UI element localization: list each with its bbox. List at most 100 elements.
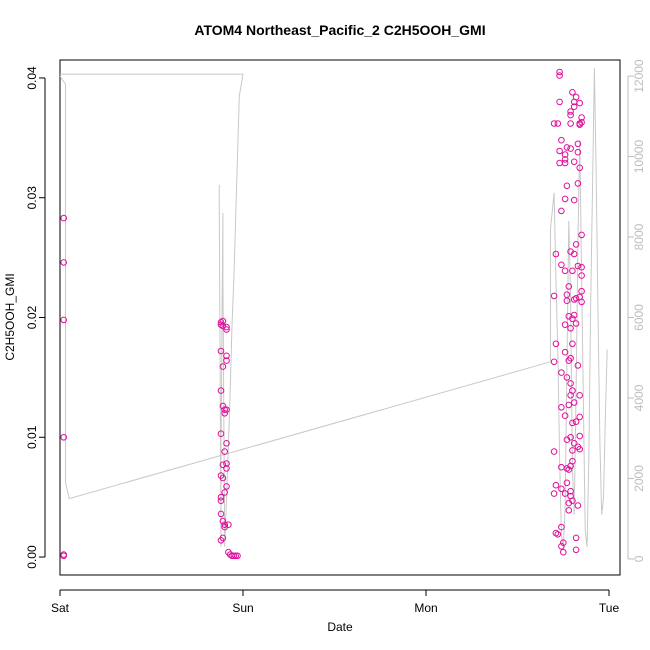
data-point — [223, 406, 230, 414]
data-point — [552, 250, 560, 258]
data-point — [230, 552, 238, 560]
data-point — [219, 317, 227, 325]
data-point — [558, 207, 565, 215]
data-point — [569, 419, 576, 427]
y-tick-label: 0.03 — [25, 186, 39, 210]
data-point — [578, 272, 585, 279]
data-point — [217, 387, 225, 394]
data-point — [567, 145, 574, 152]
data-point — [565, 401, 573, 409]
data-point — [556, 98, 563, 106]
data-point — [223, 326, 230, 333]
data-point — [219, 474, 227, 482]
data-point — [561, 267, 569, 275]
data-point — [550, 120, 558, 127]
altitude-line-1 — [60, 73, 244, 547]
data-point — [574, 262, 582, 270]
data-point — [561, 348, 569, 356]
data-point — [569, 267, 576, 275]
data-point — [560, 539, 567, 547]
data-point — [567, 120, 574, 127]
data-point — [552, 481, 560, 489]
data-point — [563, 374, 571, 381]
data-point — [223, 483, 230, 490]
data-point — [567, 434, 574, 441]
data-point — [569, 457, 576, 465]
data-point — [234, 552, 241, 560]
data-point — [578, 231, 585, 239]
data-point — [60, 434, 68, 441]
data-point — [569, 315, 576, 323]
y2-tick-label: 10000 — [632, 140, 646, 174]
data-point — [219, 534, 227, 542]
data-point — [570, 158, 578, 166]
data-point — [561, 159, 569, 167]
data-point — [219, 363, 227, 370]
y-tick-label: 0.02 — [25, 305, 39, 329]
data-point — [563, 144, 571, 151]
data-point — [569, 340, 576, 348]
data-point — [572, 320, 580, 327]
chart-title: ATOM4 Northeast_Pacific_2 C2H5OOH_GMI — [194, 22, 485, 38]
data-point — [558, 523, 565, 531]
data-point — [563, 291, 571, 299]
x-tick-label: Mon — [414, 601, 437, 615]
x-axis: Sat Sun Mon Tue — [51, 589, 619, 615]
data-point — [565, 283, 573, 290]
data-point — [560, 548, 567, 556]
data-point — [217, 510, 225, 518]
data-point — [576, 413, 584, 421]
data-point — [561, 490, 569, 497]
data-point — [552, 340, 560, 348]
data-point — [576, 392, 584, 399]
data-point — [223, 460, 230, 467]
data-point — [572, 295, 580, 302]
data-point — [574, 148, 582, 156]
data-point — [578, 298, 585, 306]
data-point — [219, 461, 227, 469]
y-tick-label: 0.04 — [25, 66, 39, 90]
data-point — [219, 322, 227, 330]
data-point — [574, 502, 582, 509]
data-point — [572, 93, 580, 101]
data-point — [569, 447, 576, 454]
data-point — [565, 507, 573, 514]
data-point — [550, 448, 558, 455]
data-point — [556, 147, 563, 155]
data-point — [567, 108, 574, 115]
data-point — [570, 440, 578, 447]
data-point — [570, 103, 578, 110]
data-point — [556, 68, 563, 76]
data-point — [576, 445, 584, 453]
data-point — [563, 297, 571, 305]
y-axis-label: C2H5OOH_GMI — [3, 273, 17, 360]
data-point — [556, 159, 563, 167]
data-point — [223, 352, 230, 360]
data-point — [60, 214, 68, 222]
data-point — [558, 543, 565, 550]
x-tick-label: Sun — [232, 601, 253, 615]
y2-tick-label: 2000 — [632, 465, 646, 492]
y-tick-label: 0.00 — [25, 545, 39, 569]
data-point — [561, 151, 569, 158]
data-point — [569, 89, 576, 96]
data-point — [223, 440, 230, 447]
data-point — [225, 521, 232, 529]
data-point — [554, 120, 562, 127]
data-point — [221, 410, 228, 417]
data-point — [217, 493, 225, 501]
y2-tick-label: 0 — [632, 555, 646, 562]
data-point — [558, 136, 565, 144]
data-point — [563, 182, 571, 190]
x-tick-label: Sat — [51, 601, 70, 615]
data-point — [558, 485, 565, 493]
data-point — [572, 241, 580, 248]
data-point — [569, 497, 576, 505]
data-point — [561, 195, 569, 203]
data-point — [578, 114, 585, 121]
data-point — [572, 546, 580, 554]
data-point — [578, 119, 585, 126]
plot-area — [59, 67, 608, 560]
data-point — [232, 552, 239, 560]
data-point — [223, 465, 230, 472]
